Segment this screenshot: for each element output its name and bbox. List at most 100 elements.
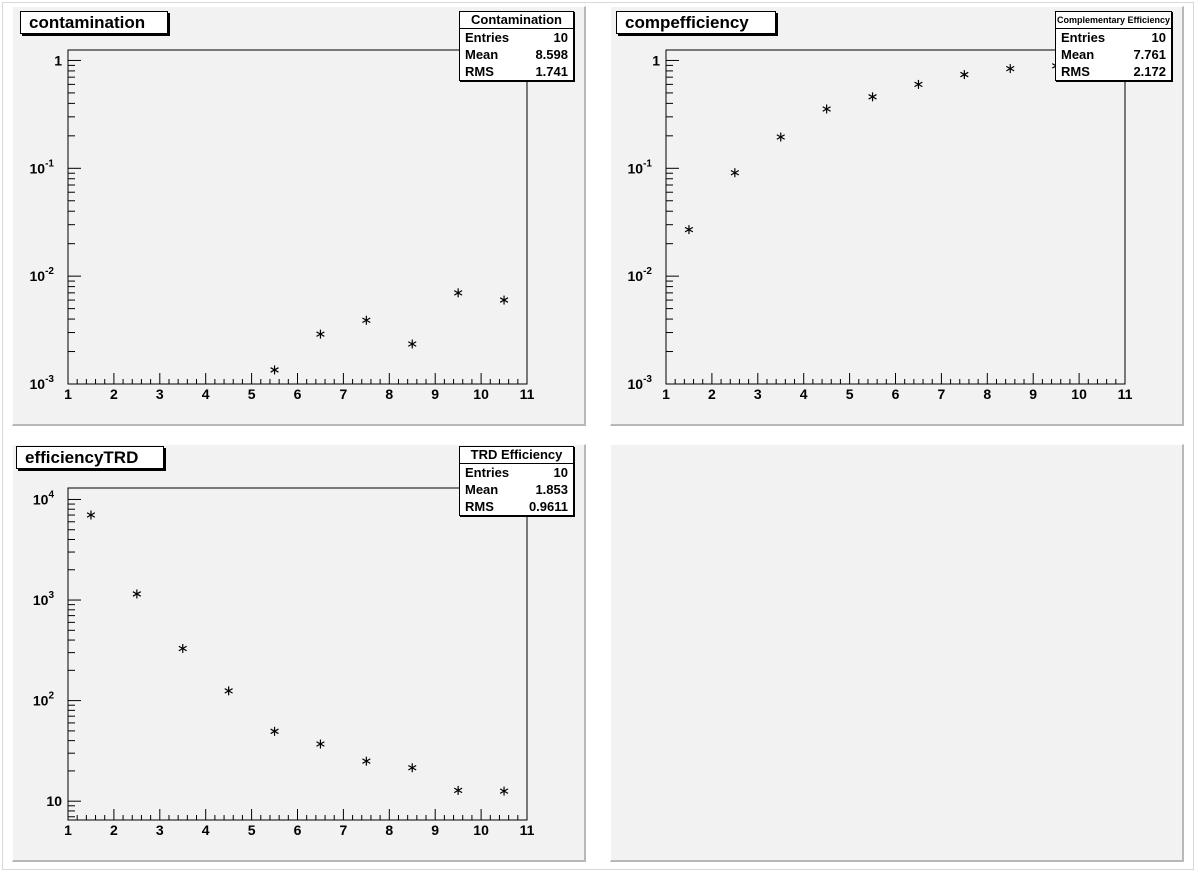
histogram-title: compefficiency [616, 11, 776, 34]
data-point [224, 686, 233, 696]
data-point [270, 365, 279, 375]
y-tick-label: 104 [33, 489, 55, 507]
stats-mean-value: 7.761 [1133, 47, 1166, 62]
y-tick-label: 10-1 [30, 158, 55, 176]
histogram-title: contamination [20, 11, 168, 34]
chart-0: 1 2 3 4 5 6 7 8 9 10 11 10-3 10-2 10-1 1 [30, 49, 535, 402]
stats-rms-value: 0.9611 [528, 499, 568, 514]
stats-box: TRD Efficiency Entries 10 Mean 1.853 RMS 0.961… [459, 446, 574, 516]
stats-rms-row: RMS 2.172 [1056, 63, 1171, 80]
stats-rms-row: RMS 1.741 [460, 63, 573, 80]
x-tick-label: 7 [340, 822, 348, 838]
data-point [408, 339, 417, 349]
x-tick-label: 11 [520, 822, 535, 838]
data-point [316, 739, 325, 749]
chart-2: 1 2 3 4 5 6 7 8 9 10 11 10 102 103 104 [33, 487, 535, 838]
histogram-title: efficiencyTRD [16, 446, 164, 469]
y-tick-label: 10-3 [628, 374, 653, 392]
stats-entries-value: 10 [553, 465, 568, 480]
x-tick-label: 4 [202, 822, 210, 838]
data-point [362, 315, 371, 325]
data-point [499, 295, 509, 305]
x-tick-label: 3 [754, 386, 762, 402]
data-point [270, 726, 279, 736]
x-tick-label: 8 [385, 386, 393, 402]
data-point [960, 70, 969, 80]
x-tick-label: 3 [156, 386, 164, 402]
stats-mean-label: Mean [465, 482, 499, 497]
stats-title: TRD Efficiency [460, 447, 573, 464]
stats-entries-value: 10 [1151, 30, 1166, 45]
x-tick-label: 7 [340, 386, 348, 402]
data-point [408, 763, 417, 773]
x-tick-label: 9 [431, 386, 439, 402]
data-point [362, 756, 371, 766]
pad-empty [610, 444, 1184, 862]
stats-title: Contamination [460, 12, 573, 29]
x-tick-label: 1 [64, 822, 72, 838]
plot-frame [665, 49, 1126, 385]
stats-rms-label: RMS [465, 499, 494, 514]
stats-entries-row: Entries 10 [1056, 29, 1171, 46]
stats-mean-row: Mean 7.761 [1056, 46, 1171, 63]
data-point [316, 329, 325, 339]
x-tick-label: 9 [1029, 386, 1037, 402]
x-tick-label: 5 [248, 386, 256, 402]
data-point [178, 643, 187, 653]
plot-frame [67, 49, 528, 385]
data-point [453, 288, 463, 298]
data-point [868, 92, 877, 102]
x-tick-label: 10 [473, 386, 489, 402]
data-point [1006, 64, 1015, 74]
x-tick-label: 6 [294, 822, 302, 838]
stats-entries-row: Entries 10 [460, 464, 573, 481]
data-point [499, 786, 509, 796]
y-tick-label: 1 [652, 52, 660, 68]
chart-1: 1 2 3 4 5 6 7 8 9 10 11 10-3 10-2 10-1 1 [628, 49, 1133, 402]
stats-mean-label: Mean [1061, 47, 1095, 62]
stats-mean-row: Mean 8.598 [460, 46, 573, 63]
y-tick-label: 10-2 [30, 266, 55, 284]
y-tick-label: 1 [54, 52, 62, 68]
y-tick-label: 10-2 [628, 266, 653, 284]
stats-entries-value: 10 [553, 30, 568, 45]
data-point [730, 168, 740, 178]
x-tick-label: 5 [248, 822, 256, 838]
x-tick-label: 11 [520, 386, 535, 402]
stats-mean-row: Mean 1.853 [460, 481, 573, 498]
x-tick-label: 4 [800, 386, 808, 402]
data-point [86, 510, 96, 520]
stats-box: Contamination Entries 10 Mean 8.598 RMS 1.741 [459, 11, 574, 81]
data-point [132, 589, 142, 599]
x-tick-label: 9 [431, 822, 439, 838]
x-tick-label: 1 [662, 386, 670, 402]
x-tick-label: 3 [156, 822, 164, 838]
stats-entries-row: Entries 10 [460, 29, 573, 46]
x-tick-label: 8 [385, 822, 393, 838]
x-tick-label: 1 [64, 386, 72, 402]
stats-rms-value: 1.741 [535, 64, 568, 79]
y-tick-label: 103 [33, 590, 55, 608]
data-point [684, 225, 694, 235]
stats-mean-value: 1.853 [535, 482, 568, 497]
y-tick-label: 10 [46, 793, 62, 809]
x-tick-label: 2 [110, 822, 118, 838]
stats-entries-label: Entries [465, 465, 510, 480]
x-tick-label: 7 [938, 386, 946, 402]
data-point [822, 104, 831, 114]
data-point [914, 79, 923, 89]
stats-mean-label: Mean [465, 47, 499, 62]
stats-entries-label: Entries [1061, 30, 1106, 45]
y-tick-label: 102 [33, 691, 55, 709]
data-point [776, 132, 785, 142]
stats-mean-value: 8.598 [535, 47, 568, 62]
y-tick-label: 10-3 [30, 374, 55, 392]
x-tick-label: 10 [1071, 386, 1087, 402]
data-point [453, 785, 463, 795]
plot-frame [67, 487, 528, 821]
y-tick-label: 10-1 [628, 158, 653, 176]
stats-title: Complementary Efficiency [1056, 12, 1171, 29]
stats-rms-row: RMS 0.9611 [460, 498, 573, 515]
x-tick-label: 4 [202, 386, 210, 402]
